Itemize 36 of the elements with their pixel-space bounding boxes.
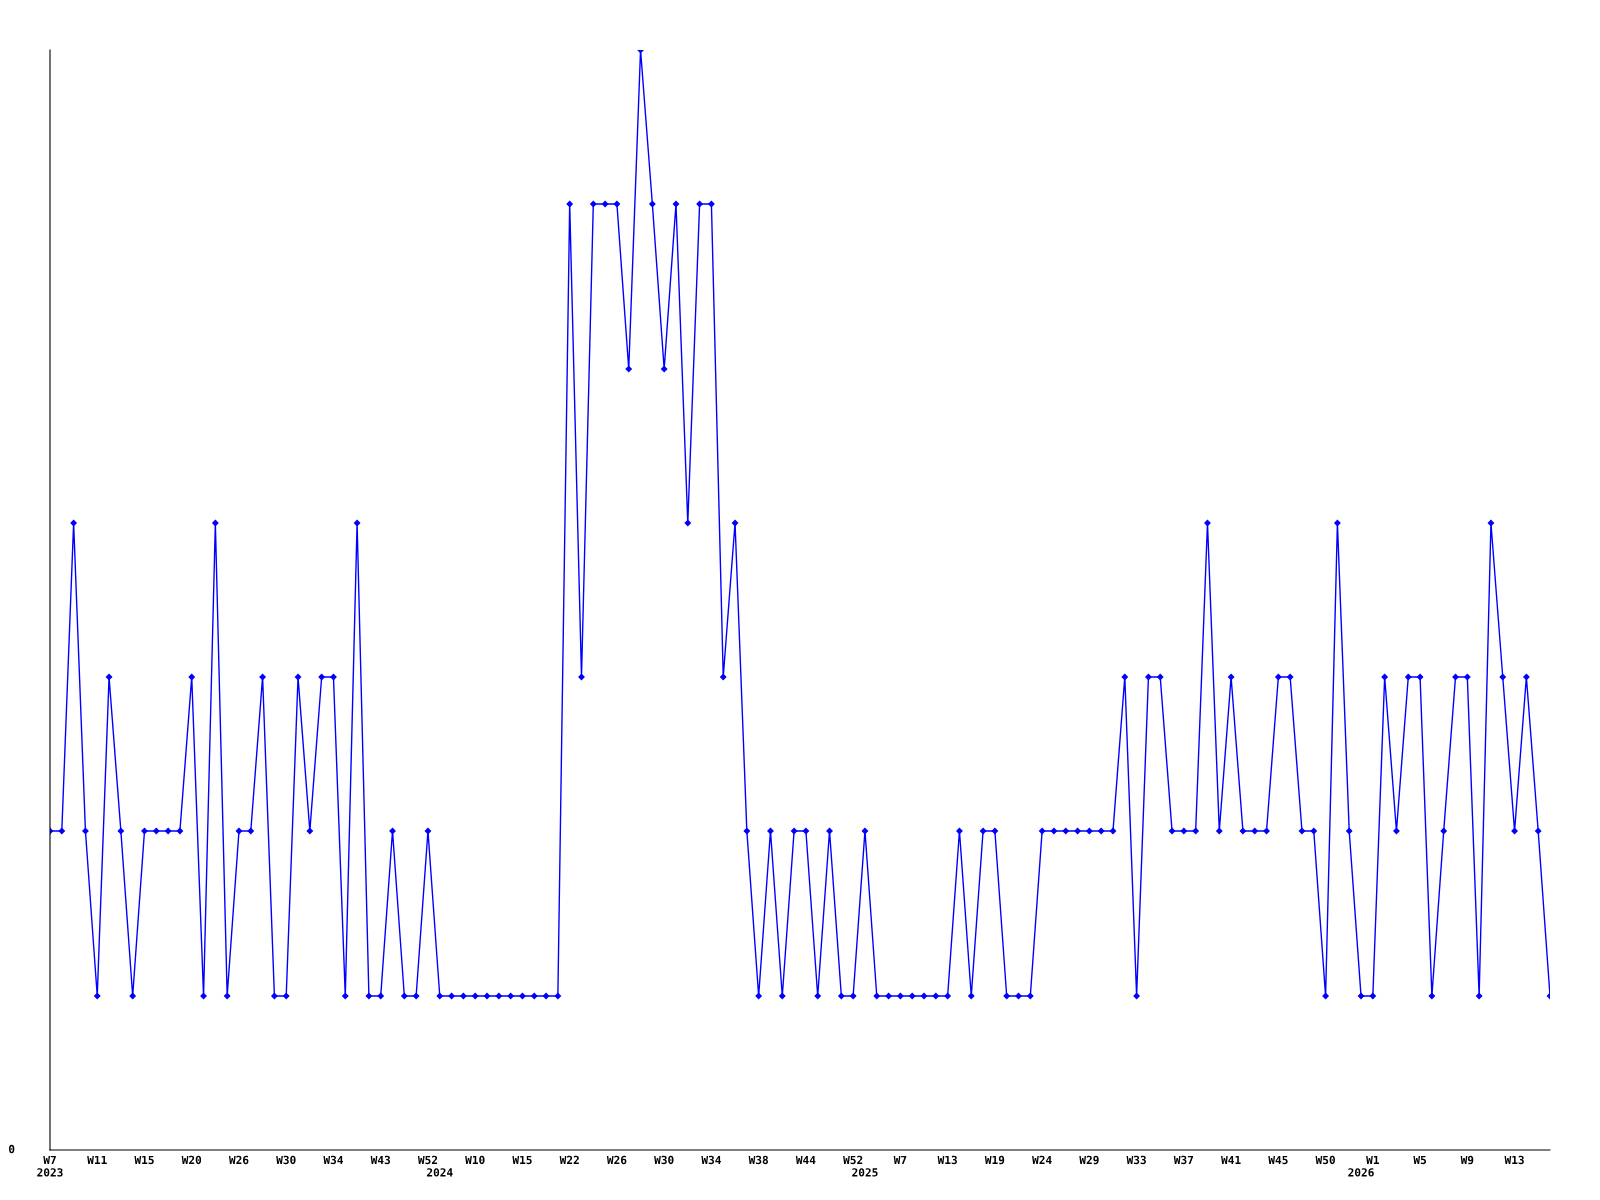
- x-tick-label: 2026: [1348, 1168, 1374, 1177]
- x-tick-label: W30: [654, 1155, 674, 1165]
- x-tick-label: W29: [1079, 1155, 1099, 1165]
- x-tick-label: W13: [937, 1155, 957, 1165]
- x-tick-label: W45: [1268, 1155, 1288, 1165]
- x-tick-label: W11: [87, 1155, 107, 1164]
- x-tick-label: W7: [893, 1155, 907, 1164]
- x-tick-label: W38: [748, 1155, 768, 1165]
- x-tick-label: W20: [181, 1155, 202, 1165]
- x-tick-label: W50: [1315, 1155, 1335, 1165]
- x-tick-label: W30: [276, 1155, 296, 1165]
- x-tick-label: W19: [984, 1155, 1005, 1165]
- x-tick-label: W13: [1504, 1155, 1524, 1165]
- x-tick-label: W22: [559, 1155, 579, 1164]
- x-tick-label: W33: [1126, 1155, 1146, 1165]
- x-tick-label: W52: [843, 1155, 863, 1165]
- x-tick-label: W37: [1173, 1155, 1194, 1165]
- x-tick-label: W10: [465, 1155, 485, 1165]
- x-tick-label: W15: [512, 1155, 532, 1165]
- text: 0: [9, 1144, 15, 1154]
- x-tick-label: W43: [370, 1155, 391, 1165]
- x-tick-label: W52: [417, 1155, 438, 1165]
- x-tick-label: W15: [134, 1155, 154, 1165]
- x-tick-label: W9: [1460, 1155, 1474, 1165]
- x-tick-label: 2025: [852, 1168, 878, 1177]
- x-tick-label: W34: [323, 1155, 343, 1165]
- x-tick-label: W26: [606, 1155, 627, 1165]
- x-tick-label: W34: [701, 1155, 721, 1165]
- x-tick-label: W1: [1366, 1155, 1379, 1164]
- x-tick-label: W5: [1413, 1155, 1427, 1165]
- x-tick-label: W44: [795, 1155, 816, 1164]
- x-tick-label: W7 2023: [37, 1155, 63, 1177]
- x-tick-label: W24: [1032, 1155, 1052, 1164]
- x-tick-label: W26: [228, 1155, 249, 1165]
- x-tick-label: 2024: [427, 1168, 453, 1177]
- x-tick-label: W41: [1221, 1155, 1241, 1164]
